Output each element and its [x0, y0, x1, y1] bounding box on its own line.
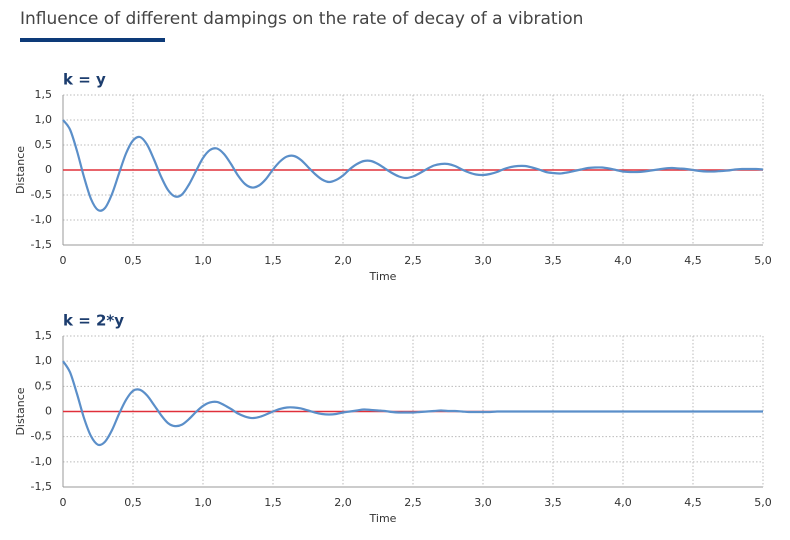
x-tick-label: 0,5 — [124, 254, 142, 267]
x-tick-label: 5,0 — [754, 254, 772, 267]
y-tick-label: -0,5 — [31, 188, 52, 201]
x-tick-label: 5,0 — [754, 496, 772, 509]
y-axis-label: Distance — [14, 387, 27, 435]
panel-title: k = y — [63, 71, 106, 89]
x-tick-label: 3,5 — [544, 254, 562, 267]
y-tick-label: 1,5 — [35, 88, 53, 101]
x-tick-label: 3,0 — [474, 496, 492, 509]
x-tick-label: 3,0 — [474, 254, 492, 267]
x-tick-label: 4,0 — [614, 254, 632, 267]
panel-title: k = 2*y — [63, 312, 124, 330]
data-line — [62, 119, 764, 212]
y-tick-label: 1,0 — [35, 113, 53, 126]
y-tick-label: 0 — [45, 405, 52, 418]
title-underline — [20, 38, 165, 42]
x-tick-label: 2,5 — [404, 496, 422, 509]
x-tick-label: 3,5 — [544, 496, 562, 509]
y-tick-label: 1,5 — [35, 329, 53, 342]
y-tick-label: -1,0 — [31, 455, 52, 468]
x-tick-label: 1,5 — [264, 496, 282, 509]
y-tick-label: 0 — [45, 163, 52, 176]
data-line — [62, 360, 763, 447]
y-tick-label: -1,5 — [31, 480, 52, 493]
x-tick-label: 2,0 — [334, 254, 352, 267]
x-axis-label: Time — [369, 270, 397, 283]
x-tick-label: 1,0 — [194, 254, 212, 267]
y-tick-label: -0,5 — [31, 430, 52, 443]
x-tick-label: 1,5 — [264, 254, 282, 267]
y-tick-label: -1,5 — [31, 238, 52, 251]
y-tick-label: -1,0 — [31, 213, 52, 226]
page-title: Influence of different dampings on the r… — [20, 9, 583, 29]
y-axis-label: Distance — [14, 146, 27, 194]
x-tick-label: 1,0 — [194, 496, 212, 509]
x-tick-label: 0 — [60, 254, 67, 267]
y-tick-label: 0,5 — [35, 379, 53, 392]
y-tick-label: 0,5 — [35, 138, 53, 151]
x-tick-label: 4,5 — [684, 254, 702, 267]
x-tick-label: 4,0 — [614, 496, 632, 509]
y-tick-label: 1,0 — [35, 354, 53, 367]
x-tick-label: 2,0 — [334, 496, 352, 509]
x-tick-label: 0,5 — [124, 496, 142, 509]
x-axis-label: Time — [369, 512, 397, 525]
x-tick-label: 0 — [60, 496, 67, 509]
x-tick-label: 4,5 — [684, 496, 702, 509]
x-tick-label: 2,5 — [404, 254, 422, 267]
